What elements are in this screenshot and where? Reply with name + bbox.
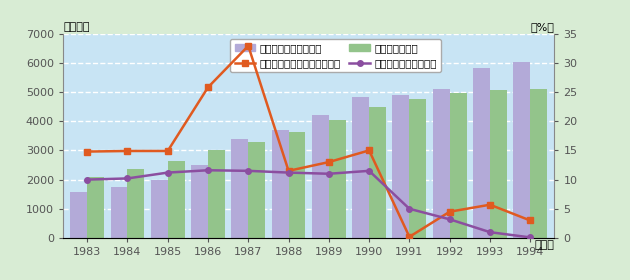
Bar <box>352 97 369 238</box>
総貸出上昇率＝右目盛 <box>244 169 252 172</box>
総貸出上昇率＝右目盛 <box>406 207 413 211</box>
不動産業向け上昇率＝右目盛 <box>285 169 292 172</box>
Text: （年）: （年） <box>534 240 554 250</box>
不動産業向け上昇率＝右目盛 <box>204 86 212 89</box>
不動産業向け上昇率＝右目盛 <box>365 149 373 152</box>
不動産業向け上昇率＝右目盛 <box>486 203 494 206</box>
不動産業向け上昇率＝右目盛 <box>123 149 131 153</box>
不動産業向け上昇率＝右目盛 <box>164 149 171 153</box>
Bar <box>312 115 329 238</box>
総貸出上昇率＝右目盛 <box>365 169 373 172</box>
総貸出上昇率＝右目盛 <box>446 218 454 221</box>
Bar <box>272 130 289 238</box>
Bar <box>369 107 386 238</box>
Bar <box>450 94 467 238</box>
総貸出上昇率＝右目盛 <box>285 171 292 174</box>
Bar <box>473 68 490 238</box>
総貸出上昇率＝右目盛 <box>527 236 534 239</box>
不動産業向け上昇率＝右目盛 <box>446 210 454 213</box>
Text: （兆円）: （兆円） <box>63 22 89 32</box>
不動産業向け上昇率＝右目盛 <box>406 235 413 239</box>
不動産業向け上昇率＝右目盛 <box>527 219 534 222</box>
Bar <box>530 89 547 238</box>
Bar <box>392 95 410 238</box>
Bar <box>248 142 265 238</box>
Bar <box>127 169 144 238</box>
Bar <box>231 139 248 238</box>
総貸出上昇率＝右目盛 <box>486 230 494 234</box>
Bar <box>87 177 104 238</box>
Line: 不動産業向け上昇率＝右目盛: 不動産業向け上昇率＝右目盛 <box>84 43 533 240</box>
Legend: 不動産業向け＝左目盛, 不動産業向け上昇率＝右目盛, 総貸出＝左目盛, 総貸出上昇率＝右目盛: 不動産業向け＝左目盛, 不動産業向け上昇率＝右目盛, 総貸出＝左目盛, 総貸出上… <box>231 39 441 72</box>
Text: （%）: （%） <box>530 22 554 32</box>
不動産業向け上昇率＝右目盛 <box>83 150 91 153</box>
総貸出上昇率＝右目盛 <box>123 177 131 180</box>
総貸出上昇率＝右目盛 <box>204 169 212 172</box>
Bar <box>191 165 208 238</box>
不動産業向け上昇率＝右目盛 <box>325 160 333 164</box>
Bar <box>513 62 530 238</box>
Bar <box>110 187 127 238</box>
総貸出上昇率＝右目盛 <box>164 171 171 174</box>
Bar <box>433 89 450 238</box>
Bar <box>329 120 346 238</box>
Bar <box>490 90 507 238</box>
総貸出上昇率＝右目盛 <box>83 178 91 181</box>
Bar <box>289 132 306 238</box>
Bar <box>168 162 185 238</box>
Bar <box>410 99 427 238</box>
Bar <box>151 179 168 238</box>
Line: 総貸出上昇率＝右目盛: 総貸出上昇率＝右目盛 <box>84 167 533 240</box>
不動産業向け上昇率＝右目盛 <box>244 44 252 48</box>
Bar <box>208 150 225 238</box>
総貸出上昇率＝右目盛 <box>325 172 333 176</box>
Bar <box>71 192 87 238</box>
